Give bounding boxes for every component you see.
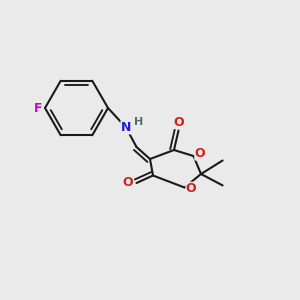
Text: O: O [123,176,134,190]
Text: O: O [195,147,206,160]
Text: N: N [121,121,131,134]
Text: O: O [186,182,196,195]
Text: F: F [34,101,43,115]
Text: O: O [173,116,184,129]
Text: H: H [134,117,143,127]
